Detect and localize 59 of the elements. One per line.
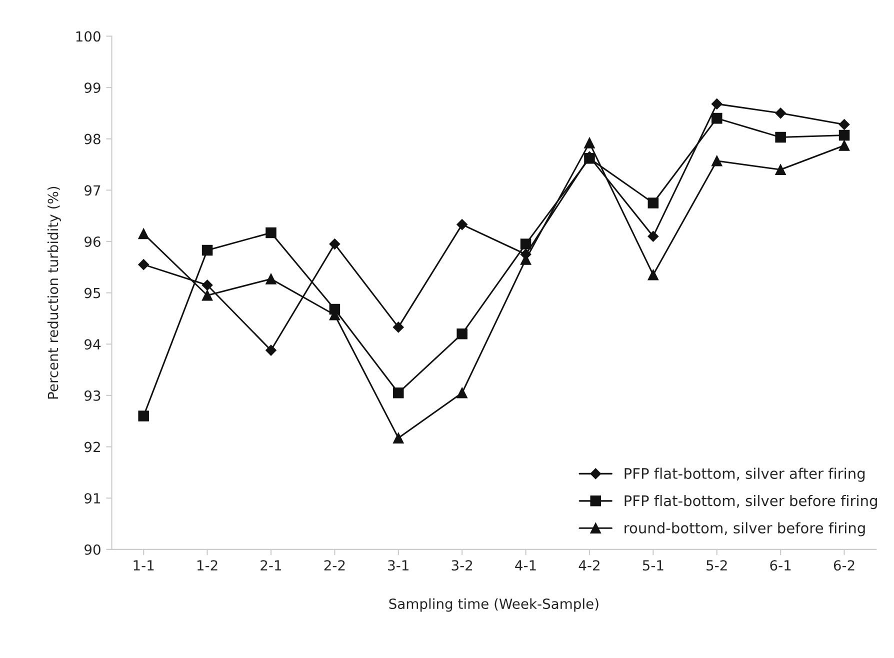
- x-tick-label: 2-2: [324, 560, 345, 570]
- x-tick-label: 6-2: [834, 560, 854, 571]
- point: [584, 138, 595, 148]
- x-tick-label: 6-1: [770, 560, 791, 571]
- point: [775, 108, 786, 119]
- point: [711, 98, 722, 110]
- y-tick-label: 95: [84, 288, 100, 298]
- point: [202, 280, 213, 291]
- point: [329, 304, 340, 315]
- x-axis-title: Sampling time (Week-Sample): [389, 598, 598, 612]
- legend-label: PFP flat-bottom, silver before firing: [624, 494, 877, 510]
- point: [775, 132, 786, 143]
- point: [838, 119, 850, 130]
- point: [393, 432, 404, 444]
- point: [775, 164, 786, 176]
- point: [711, 112, 722, 124]
- legend-label: round-bottom, silver before firing: [624, 522, 865, 536]
- point: [456, 388, 468, 398]
- point: [838, 130, 850, 141]
- point: [266, 344, 276, 356]
- point: [266, 227, 276, 238]
- y-tick-label: 94: [84, 339, 101, 350]
- point: [202, 290, 213, 301]
- y-tick-label: 96: [84, 236, 100, 247]
- y-tick-label: 91: [84, 493, 100, 504]
- point: [520, 238, 532, 250]
- y-tick-label: 98: [84, 134, 100, 144]
- point: [838, 140, 850, 151]
- point: [329, 238, 340, 250]
- point: [392, 322, 404, 333]
- point: [266, 274, 276, 284]
- y-tick-label: 90: [84, 544, 100, 555]
- x-tick-label: 1-2: [197, 560, 218, 570]
- x-tick-label: 5-2: [706, 560, 727, 571]
- point: [202, 244, 213, 256]
- point: [393, 388, 404, 398]
- legend-label: PFP flat-bottom, silver after firing: [624, 468, 865, 482]
- x-tick-label: 1-1: [134, 560, 154, 570]
- y-tick-label: 97: [84, 185, 100, 196]
- point: [138, 410, 149, 422]
- point: [648, 269, 659, 280]
- point: [648, 230, 659, 242]
- x-tick-label: 3-2: [452, 560, 472, 571]
- y-tick-label: 99: [84, 82, 100, 93]
- y-tick-label: 100: [76, 31, 100, 42]
- point: [138, 228, 149, 240]
- y-tick-label: 92: [84, 442, 100, 452]
- y-axis-title: Percent reduction turbidity (%): [47, 186, 61, 399]
- point: [456, 328, 468, 340]
- point: [138, 259, 150, 270]
- x-tick-label: 4-2: [578, 560, 600, 570]
- point: [711, 156, 722, 166]
- point: [648, 198, 659, 208]
- y-tick-label: 93: [84, 390, 100, 401]
- x-tick-label: 3-1: [388, 560, 408, 571]
- point: [456, 219, 468, 230]
- x-tick-label: 4-1: [515, 560, 536, 570]
- x-tick-label: 2-1: [260, 560, 282, 570]
- x-tick-label: 5-1: [642, 560, 664, 571]
